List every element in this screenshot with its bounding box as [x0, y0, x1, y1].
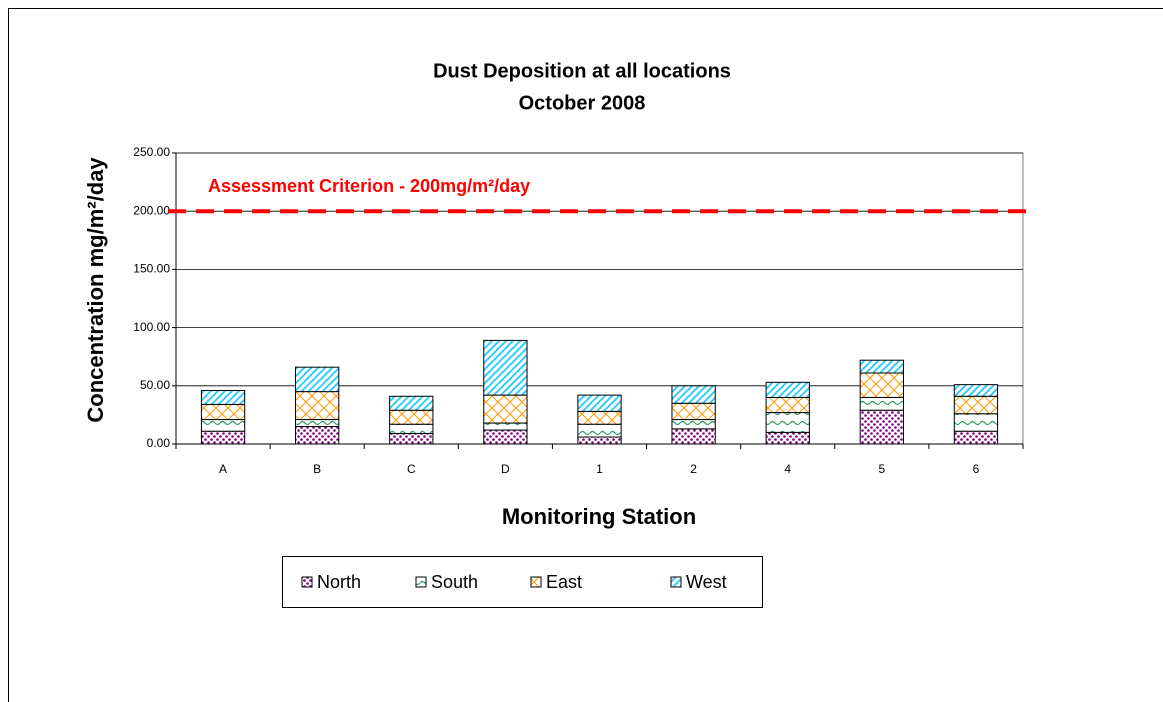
x-tick-label: A — [219, 462, 227, 476]
x-axis-title: Monitoring Station — [502, 504, 696, 529]
y-tick-label: 250.00 — [133, 145, 170, 159]
bar-segment — [577, 436, 622, 445]
reference-label: Assessment Criterion - 200mg/m²/day — [208, 176, 530, 196]
bar-segment — [859, 396, 904, 411]
bar-segment — [765, 381, 810, 398]
bar-segment — [577, 423, 622, 438]
bar-segment — [859, 409, 904, 445]
y-tick-label: 50.00 — [140, 378, 170, 392]
bar-segment — [483, 422, 528, 431]
bar-segment — [200, 403, 246, 421]
x-tick-label: 1 — [596, 462, 603, 476]
bar-segment — [483, 429, 528, 445]
chart-title: Dust Deposition at all locations — [433, 60, 731, 82]
x-tick-label: 5 — [878, 462, 885, 476]
bar-segment — [671, 419, 716, 430]
legend-box — [282, 556, 763, 608]
bar-segment — [953, 413, 999, 432]
bar-segment — [953, 395, 999, 415]
legend-swatch — [301, 576, 313, 588]
legend-label: South — [431, 572, 478, 592]
bar-segment — [483, 394, 528, 424]
bar-segment — [295, 391, 340, 421]
bar-segment — [483, 339, 528, 396]
bar-segment — [389, 423, 434, 435]
bar-segment — [200, 419, 246, 432]
y-tick-label: 200.00 — [133, 203, 170, 217]
x-tick-label: 6 — [973, 462, 980, 476]
bar-segment — [389, 395, 434, 411]
bar-segment — [577, 394, 622, 412]
x-tick-label: C — [407, 462, 416, 476]
x-tick-label: 4 — [784, 462, 791, 476]
bar-segment — [671, 428, 716, 445]
legend-label: West — [686, 572, 727, 592]
bar-segment — [953, 430, 999, 445]
x-tick-label: B — [313, 462, 321, 476]
bar-segment — [671, 385, 716, 404]
bar-segment — [200, 389, 246, 405]
bar-segment — [953, 384, 999, 397]
bar-segment — [671, 402, 716, 421]
bar-segment — [765, 412, 810, 433]
y-axis-title: Concentration mg/m²/day — [83, 157, 108, 423]
bar-segment — [765, 431, 810, 445]
legend-swatch — [670, 576, 682, 588]
bar-segment — [577, 410, 622, 425]
bar-segment — [200, 430, 246, 445]
y-tick-label: 0.00 — [147, 436, 171, 450]
bar-segment — [389, 409, 434, 425]
y-tick-label: 150.00 — [133, 262, 170, 276]
bar-segment — [859, 359, 904, 374]
x-tick-label: D — [501, 462, 510, 476]
bar-segment — [295, 426, 340, 445]
bar-segment — [295, 366, 340, 393]
bar-segment — [765, 396, 810, 414]
bar-segment — [295, 419, 340, 428]
legend-swatch — [415, 576, 427, 588]
bar-segment — [389, 433, 434, 445]
legend-swatch — [530, 576, 542, 588]
legend-label: East — [546, 572, 582, 592]
legend-label: North — [317, 572, 361, 592]
x-tick-label: 2 — [690, 462, 697, 476]
chart-subtitle: October 2008 — [519, 92, 646, 114]
bar-segment — [859, 372, 904, 398]
y-tick-label: 100.00 — [133, 320, 170, 334]
